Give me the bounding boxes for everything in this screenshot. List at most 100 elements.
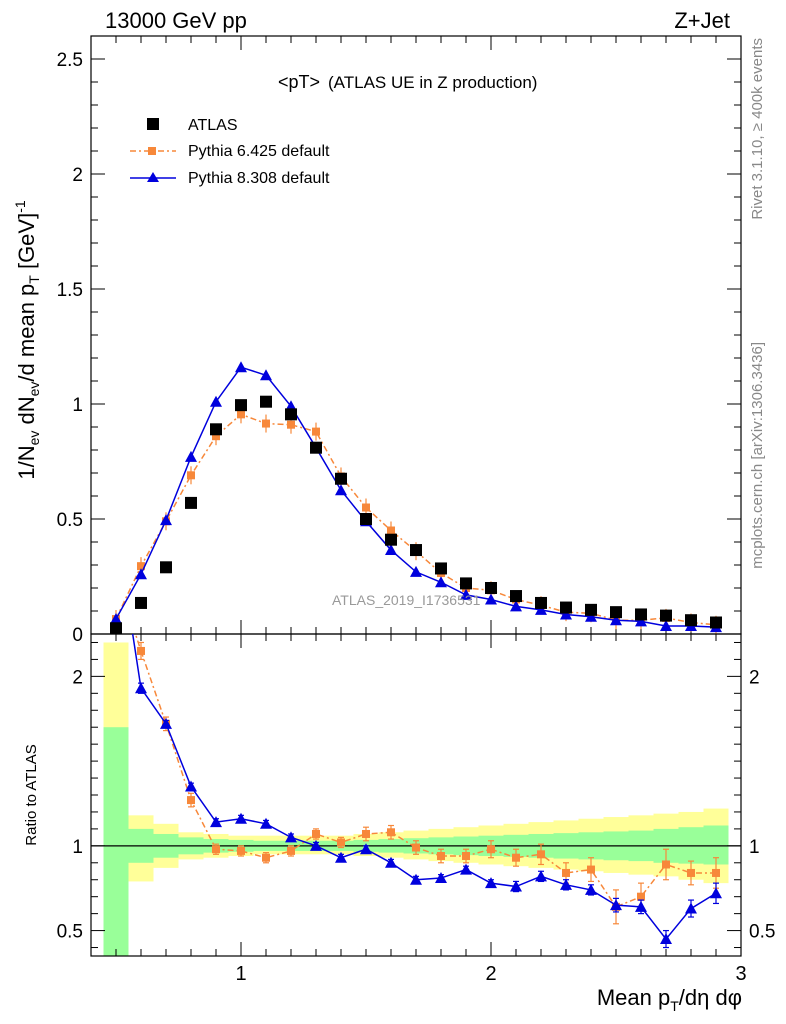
ratio-y-tick-label: 1 bbox=[72, 837, 83, 858]
ratio-pythia8-point bbox=[585, 883, 597, 895]
atlas-point bbox=[710, 616, 722, 629]
x-tick-label: 1 bbox=[235, 963, 246, 985]
pythia8-point bbox=[510, 600, 522, 612]
pythia6-point bbox=[387, 526, 395, 535]
ratio-pythia8-point bbox=[435, 872, 447, 884]
ratio-pythia6-point bbox=[287, 846, 295, 855]
ratio-pythia8-point bbox=[310, 839, 322, 851]
ratio-pythia8-point bbox=[535, 870, 547, 882]
atlas-point bbox=[185, 496, 197, 509]
ratio-y-tick-label: 2 bbox=[72, 667, 83, 688]
ratio-pythia8-line bbox=[140, 687, 717, 941]
atlas-point bbox=[435, 562, 447, 575]
pythia8-point bbox=[460, 588, 472, 600]
ratio-pythia8-point bbox=[410, 873, 422, 885]
ratio-y-axis-label: Ratio to ATLAS bbox=[23, 744, 40, 845]
atlas-point bbox=[635, 608, 647, 621]
ratio-pythia8-point bbox=[560, 878, 572, 890]
ratio-pythia6-point bbox=[537, 850, 545, 859]
ratio-pythia8-point bbox=[635, 900, 647, 912]
ratio-pythia6-point bbox=[262, 853, 270, 862]
x-tick-label: 3 bbox=[735, 963, 746, 985]
pythia8-point bbox=[210, 395, 222, 407]
ratio-panel: 1 2 30.5 0.51 12 2 bbox=[57, 633, 775, 985]
watermark: ATLAS_2019_I1736531 bbox=[332, 592, 481, 608]
ratio-pythia8-point bbox=[235, 812, 247, 824]
atlas-point bbox=[460, 577, 472, 590]
legend-label-pythia8: Pythia 8.308 default bbox=[188, 170, 330, 187]
ratio-pythia6-point bbox=[237, 846, 245, 855]
ratio-pythia8-point bbox=[260, 817, 272, 829]
ratio-y-tick-label-right: 0.5 bbox=[749, 922, 775, 943]
ratio-pythia8-point bbox=[185, 780, 197, 792]
atlas-point bbox=[210, 423, 222, 436]
x-axis-label: Mean pT/dη dφ bbox=[597, 985, 742, 1014]
atlas-point bbox=[685, 614, 697, 627]
ratio-pythia6-point bbox=[387, 828, 395, 837]
ratio-series-layer bbox=[131, 634, 722, 949]
ratio-pythia6-point bbox=[412, 843, 420, 852]
ratio-pythia6-point bbox=[312, 829, 320, 838]
pythia8-point bbox=[260, 369, 272, 381]
atlas-point bbox=[535, 596, 547, 609]
ratio-pythia6-point bbox=[512, 853, 520, 862]
chart-subtitle: (ATLAS UE in Z production) bbox=[328, 73, 537, 92]
main-y-axis-label: 1/Nev dNev/d mean pT [GeV]-1 bbox=[12, 200, 42, 480]
legend: ATLAS Pythia 6.425 default Pythia 8.308 … bbox=[130, 117, 330, 187]
atlas-point bbox=[510, 590, 522, 603]
pythia8-point bbox=[385, 544, 397, 556]
pythia8-point bbox=[610, 614, 622, 626]
atlas-point bbox=[610, 606, 622, 619]
ratio-pythia6-point bbox=[587, 865, 595, 874]
ratio-pythia8-point bbox=[510, 880, 522, 892]
atlas-point bbox=[660, 609, 672, 622]
ratio-pythia8-point bbox=[135, 682, 147, 694]
atlas-point bbox=[110, 622, 122, 634]
atlas-point bbox=[485, 582, 497, 594]
pythia8-point bbox=[435, 576, 447, 588]
ratio-pythia8-point bbox=[285, 831, 297, 843]
ratio-pythia6-point bbox=[562, 868, 570, 877]
pythia8-point bbox=[335, 484, 347, 496]
ratio-pythia6-point bbox=[437, 852, 445, 861]
ratio-pythia8-point bbox=[360, 843, 372, 855]
main-y-tick-label: 0 bbox=[72, 625, 83, 646]
main-y-tick-label: 1.5 bbox=[57, 280, 83, 301]
pythia8-point bbox=[160, 514, 172, 526]
chart-title: <pT> bbox=[278, 72, 320, 92]
ratio-pythia8-point bbox=[710, 887, 722, 899]
ratio-pythia6-point bbox=[337, 838, 345, 847]
ratio-pythia6-point bbox=[212, 845, 220, 854]
atlas-point bbox=[285, 408, 297, 421]
main-series-layer bbox=[110, 361, 722, 634]
ratio-pythia8-point bbox=[610, 899, 622, 911]
ratio-pythia8-point bbox=[160, 717, 172, 729]
ratio-pythia8-point bbox=[685, 902, 697, 914]
ratio-pythia8-lead bbox=[131, 634, 142, 689]
pythia6-point bbox=[362, 503, 370, 512]
pythia6-point bbox=[262, 419, 270, 428]
atlas-point bbox=[335, 472, 347, 485]
ratio-pythia8-point bbox=[460, 863, 472, 875]
pythia8-point bbox=[535, 603, 547, 615]
ratio-pythia6-point bbox=[362, 829, 370, 838]
atlas-point bbox=[560, 601, 572, 614]
ratio-pythia6-point bbox=[712, 868, 720, 877]
pythia8-point bbox=[410, 565, 422, 577]
ratio-y-tick-label-right: 1 bbox=[749, 837, 760, 858]
pythia8-point bbox=[235, 361, 247, 373]
main-y-tick-label: 0.5 bbox=[57, 510, 83, 531]
ratio-pythia6-point bbox=[462, 852, 470, 861]
pythia8-point bbox=[560, 608, 572, 620]
pythia6-point bbox=[187, 471, 195, 480]
pythia8-point bbox=[135, 568, 147, 580]
pythia6-point bbox=[312, 427, 320, 436]
ratio-y-tick-label: 0.5 bbox=[57, 922, 83, 943]
ratio-green-band bbox=[103, 727, 129, 956]
atlas-point bbox=[385, 533, 397, 546]
atlas-point bbox=[235, 399, 247, 412]
ratio-pythia8-point bbox=[660, 933, 672, 945]
atlas-point bbox=[160, 561, 172, 574]
ratio-pythia6-point bbox=[487, 845, 495, 854]
